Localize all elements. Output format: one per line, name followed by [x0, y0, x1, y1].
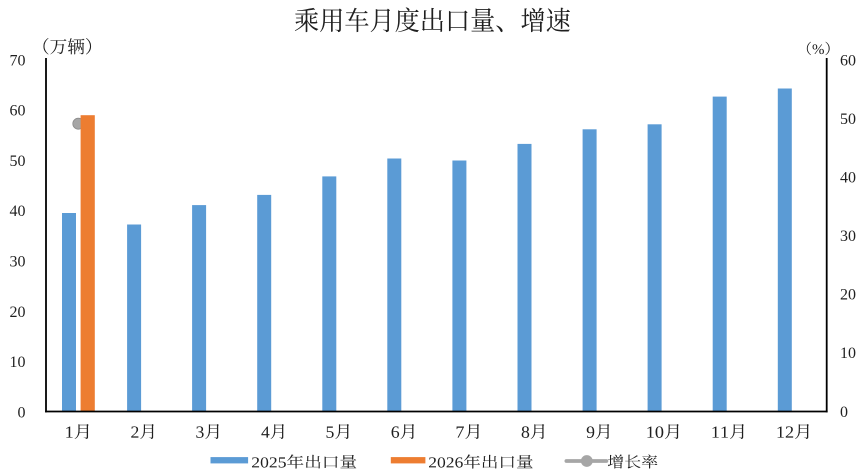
- svg-text:30: 30: [840, 228, 856, 245]
- svg-text:0: 0: [18, 404, 26, 421]
- svg-text:20: 20: [840, 287, 856, 304]
- svg-text:60: 60: [10, 103, 26, 120]
- svg-text:40: 40: [10, 203, 26, 220]
- svg-text:20: 20: [10, 304, 26, 321]
- svg-text:30: 30: [10, 254, 26, 271]
- svg-text:10: 10: [10, 354, 26, 371]
- svg-text:0: 0: [840, 404, 848, 421]
- svg-text:70: 70: [10, 52, 26, 69]
- svg-text:50: 50: [10, 153, 26, 170]
- svg-text:60: 60: [840, 52, 856, 69]
- svg-text:10: 10: [840, 345, 856, 362]
- svg-text:50: 50: [840, 111, 856, 128]
- svg-text:40: 40: [840, 170, 856, 187]
